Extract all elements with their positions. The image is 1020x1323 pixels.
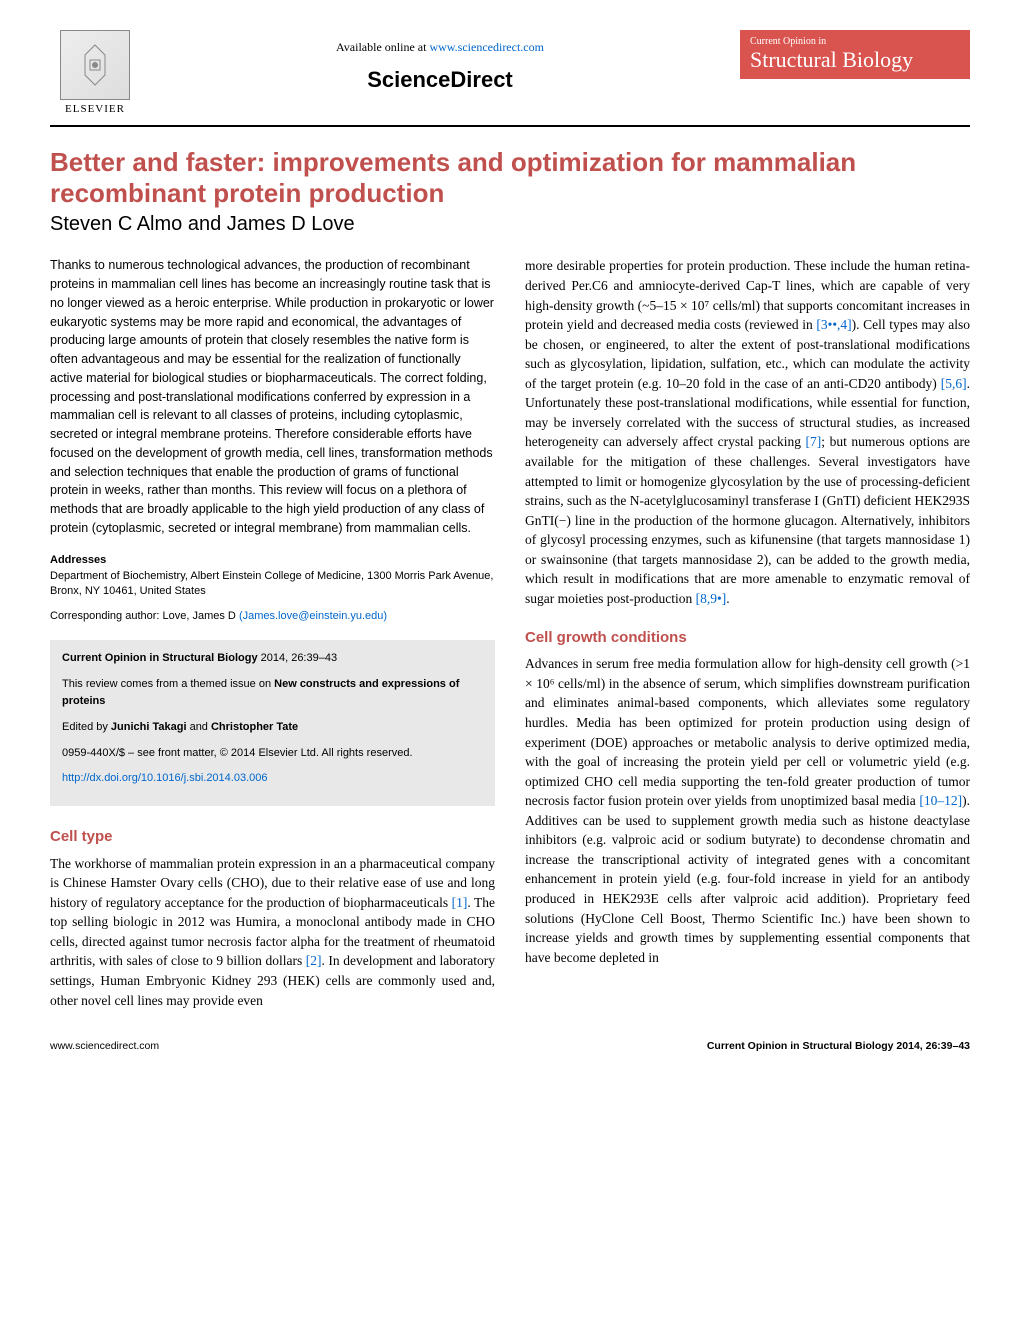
abstract: Thanks to numerous technological advance… xyxy=(50,256,495,537)
footer-left[interactable]: www.sciencedirect.com xyxy=(50,1040,159,1052)
corresponding-name: Love, James D xyxy=(163,610,239,622)
themed-issue: This review comes from a themed issue on… xyxy=(62,676,483,711)
cell-type-p1: The workhorse of mammalian protein expre… xyxy=(50,854,495,1011)
cell-growth-p1: Advances in serum free media formulation… xyxy=(525,654,970,967)
title-block: Better and faster: improvements and opti… xyxy=(50,147,970,236)
journal-badge-main: Structural Biology xyxy=(750,47,960,73)
themed-text: This review comes from a themed issue on xyxy=(62,678,274,690)
citation-detail: 2014, 26:39–43 xyxy=(258,652,338,664)
edited-by: Edited by Junichi Takagi and Christopher… xyxy=(62,719,483,737)
corresponding-label: Corresponding author: xyxy=(50,610,163,622)
editors-and: and xyxy=(187,721,211,733)
sciencedirect-logo: ScienceDirect xyxy=(140,67,740,93)
corresponding-email[interactable]: (James.love@einstein.yu.edu) xyxy=(239,610,387,622)
text: Advances in serum free media formulation… xyxy=(525,656,970,808)
ref-link-56[interactable]: [5,6] xyxy=(941,376,967,391)
edited-label: Edited by xyxy=(62,721,111,733)
article-title: Better and faster: improvements and opti… xyxy=(50,147,970,209)
section-heading-cell-type: Cell type xyxy=(50,826,495,848)
available-online: Available online at www.sciencedirect.co… xyxy=(140,40,740,55)
doi-link[interactable]: http://dx.doi.org/10.1016/j.sbi.2014.03.… xyxy=(62,772,268,784)
elsevier-block: ELSEVIER xyxy=(50,30,140,115)
ref-link-7[interactable]: [7] xyxy=(806,434,822,449)
left-column: Thanks to numerous technological advance… xyxy=(50,256,495,1010)
available-text: Available online at xyxy=(336,40,429,54)
journal-badge-top: Current Opinion in xyxy=(750,36,960,47)
right-column: more desirable properties for protein pr… xyxy=(525,256,970,1010)
authors: Steven C Almo and James D Love xyxy=(50,213,970,236)
citation-line: Current Opinion in Structural Biology 20… xyxy=(62,650,483,668)
journal-badge: Current Opinion in Structural Biology xyxy=(740,30,970,79)
text: . xyxy=(726,591,729,606)
citation-journal: Current Opinion in Structural Biology xyxy=(62,652,258,664)
ref-link-89[interactable]: [8,9•] xyxy=(696,591,727,606)
ref-link-1[interactable]: [1] xyxy=(452,895,468,910)
two-column-layout: Thanks to numerous technological advance… xyxy=(50,256,970,1010)
issn-copyright: 0959-440X/$ – see front matter, © 2014 E… xyxy=(62,745,483,763)
addresses: Department of Biochemistry, Albert Einst… xyxy=(50,569,495,600)
editor-2: Christopher Tate xyxy=(211,721,298,733)
section-heading-cell-growth: Cell growth conditions xyxy=(525,627,970,649)
addresses-label: Addresses xyxy=(50,553,495,569)
header-center: Available online at www.sciencedirect.co… xyxy=(140,30,740,93)
text: ; but numerous options are available for… xyxy=(525,434,970,606)
ref-link-1012[interactable]: [10–12] xyxy=(919,793,962,808)
cell-type-p2: more desirable properties for protein pr… xyxy=(525,256,970,608)
page-header: ELSEVIER Available online at www.science… xyxy=(50,30,970,127)
page-footer: www.sciencedirect.com Current Opinion in… xyxy=(50,1040,970,1052)
editor-1: Junichi Takagi xyxy=(111,721,187,733)
elsevier-label: ELSEVIER xyxy=(65,103,125,115)
metadata-box: Current Opinion in Structural Biology 20… xyxy=(50,640,495,806)
ref-link-34[interactable]: [3••,4] xyxy=(816,317,851,332)
footer-right: Current Opinion in Structural Biology 20… xyxy=(707,1040,970,1052)
text: ). Additives can be used to supplement g… xyxy=(525,793,970,965)
ref-link-2[interactable]: [2] xyxy=(306,953,322,968)
text: The workhorse of mammalian protein expre… xyxy=(50,856,495,910)
sciencedirect-url[interactable]: www.sciencedirect.com xyxy=(429,40,544,54)
corresponding-author: Corresponding author: Love, James D (Jam… xyxy=(50,609,495,625)
elsevier-logo-icon xyxy=(60,30,130,100)
